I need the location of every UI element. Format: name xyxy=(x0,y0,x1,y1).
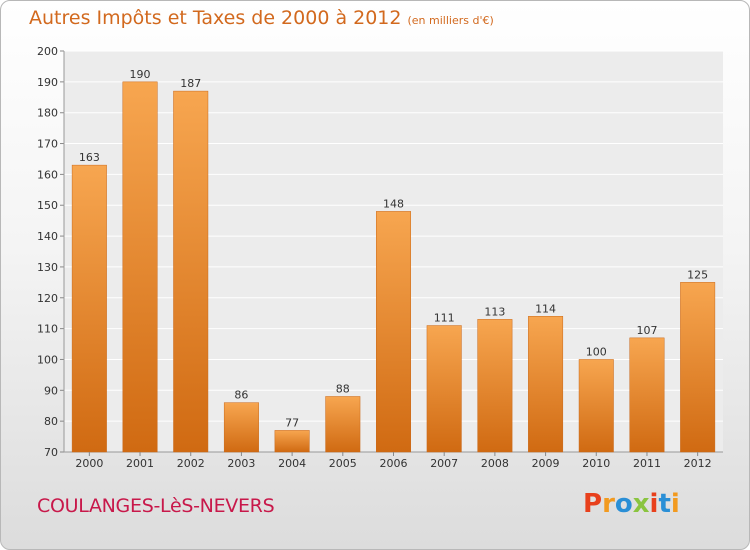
x-tick-label-2011: 2011 xyxy=(633,457,661,470)
x-tick-label-2003: 2003 xyxy=(227,457,255,470)
x-tick-label-2006: 2006 xyxy=(380,457,408,470)
bar-chart: 163 190 187 86 77 88 148 111 113 114 100 107 125 70 8… xyxy=(37,45,723,470)
y-tick-label: 170 xyxy=(37,138,58,151)
logo-letter: P xyxy=(583,489,603,519)
x-tick-label-2009: 2009 xyxy=(532,457,560,470)
x-tick-label-2008: 2008 xyxy=(481,457,509,470)
value-label-2006: 148 xyxy=(383,197,404,210)
y-tick-label: 110 xyxy=(37,323,58,336)
y-tick-label: 190 xyxy=(37,76,58,89)
y-tick-label: 90 xyxy=(44,384,58,397)
value-label-2003: 86 xyxy=(234,389,248,402)
value-label-2002: 187 xyxy=(180,77,201,90)
y-tick-label: 140 xyxy=(37,230,58,243)
value-label-2009: 114 xyxy=(535,302,556,315)
proxiti-logo[interactable]: Proxiti xyxy=(583,489,680,519)
chart-title: Autres Impôts et Taxes de 2000 à 2012 (en… xyxy=(29,7,494,29)
value-label-2007: 111 xyxy=(434,312,455,325)
y-tick-label: 120 xyxy=(37,292,58,305)
bar-2007 xyxy=(426,325,462,453)
x-tick-label-2007: 2007 xyxy=(430,457,458,470)
y-tick-label: 150 xyxy=(37,199,58,212)
value-label-2005: 88 xyxy=(336,382,350,395)
bar-2012 xyxy=(680,282,716,453)
y-tick-label: 80 xyxy=(44,415,58,428)
y-tick-label: 200 xyxy=(37,45,58,58)
bar-2010 xyxy=(578,359,614,453)
chart-subtitle: (en milliers d'€) xyxy=(407,14,494,27)
y-tick-label: 100 xyxy=(37,353,58,366)
bar-2003 xyxy=(223,402,259,453)
bar-2001 xyxy=(122,81,158,453)
logo-letter: o xyxy=(614,489,633,519)
value-label-2004: 77 xyxy=(285,416,299,429)
bar-2011 xyxy=(629,337,665,453)
logo-letter: x xyxy=(632,489,650,519)
value-label-2001: 190 xyxy=(130,68,151,81)
bar-2004 xyxy=(274,430,310,453)
logo-letter: r xyxy=(602,489,615,519)
x-tick-label-2001: 2001 xyxy=(126,457,154,470)
logo-letter: i xyxy=(670,489,680,519)
location-name: COULANGES-LèS-NEVERS xyxy=(37,495,275,517)
bar-2008 xyxy=(477,319,513,453)
value-label-2011: 107 xyxy=(636,324,657,337)
value-label-2000: 163 xyxy=(79,151,100,164)
y-tick-label: 160 xyxy=(37,168,58,181)
x-tick-label-2000: 2000 xyxy=(75,457,103,470)
bar-2006 xyxy=(376,211,411,453)
x-tick-label-2012: 2012 xyxy=(684,457,712,470)
logo-letter: i xyxy=(649,489,659,519)
x-tick-label-2005: 2005 xyxy=(329,457,357,470)
value-label-2012: 125 xyxy=(687,268,708,281)
bar-2002 xyxy=(173,90,209,453)
bar-2005 xyxy=(325,396,361,453)
bar-2000 xyxy=(71,164,107,453)
x-tick-label-2002: 2002 xyxy=(177,457,205,470)
value-label-2010: 100 xyxy=(586,345,607,358)
y-tick-label: 180 xyxy=(37,107,58,120)
value-label-2008: 113 xyxy=(484,305,505,318)
y-tick-label: 70 xyxy=(44,446,58,459)
y-tick-label: 130 xyxy=(37,261,58,274)
x-tick-label-2004: 2004 xyxy=(278,457,306,470)
bar-2009 xyxy=(528,316,564,453)
chart-title-text: Autres Impôts et Taxes de 2000 à 2012 xyxy=(29,7,402,29)
logo-letter: t xyxy=(658,489,671,519)
x-tick-label-2010: 2010 xyxy=(582,457,610,470)
